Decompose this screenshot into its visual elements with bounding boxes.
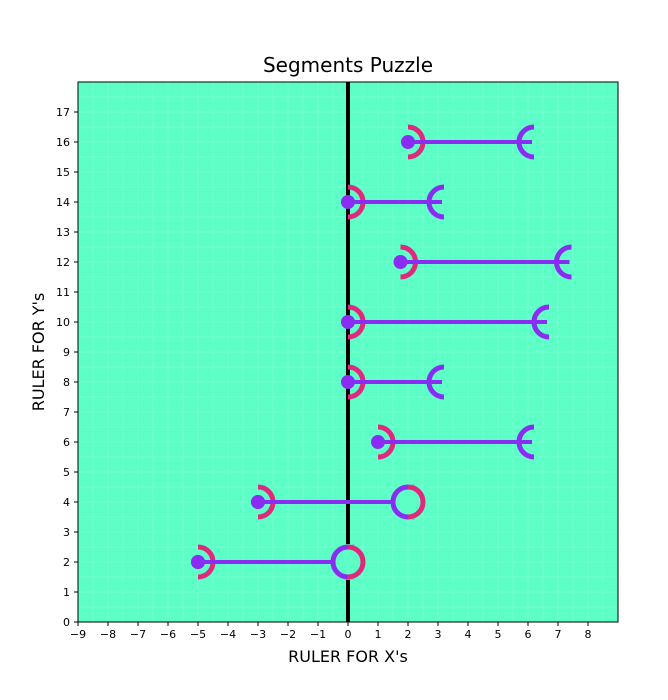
x-tick-label: −9 (70, 628, 86, 641)
y-tick-label: 8 (63, 376, 70, 389)
y-tick-label: 16 (56, 136, 70, 149)
y-tick-label: 5 (63, 466, 70, 479)
x-tick-label: 5 (495, 628, 502, 641)
segment-start-point (341, 195, 355, 209)
y-tick-label: 9 (63, 346, 70, 359)
x-tick-label: −6 (160, 628, 176, 641)
x-tick-label: 4 (465, 628, 472, 641)
y-tick-label: 7 (63, 406, 70, 419)
y-tick-label: 1 (63, 586, 70, 599)
y-tick-label: 3 (63, 526, 70, 539)
x-tick-label: −3 (250, 628, 266, 641)
x-tick-label: 0 (345, 628, 352, 641)
segment-end-ring-right (407, 484, 426, 520)
x-tick-label: 1 (375, 628, 382, 641)
y-tick-label: 12 (56, 256, 70, 269)
segment-start-point-overlay (251, 495, 265, 509)
y-tick-label: 13 (56, 226, 70, 239)
y-tick-label: 11 (56, 286, 70, 299)
plot-area: −9 −8 −7 −6 −5 −4 −3 −2 −1 0 1 2 3 4 5 6 7 80123456789101… (56, 81, 619, 641)
y-tick-label: 2 (63, 556, 70, 569)
x-tick-label: −1 (310, 628, 326, 641)
segment-start-point (371, 435, 385, 449)
chart-title: Segments Puzzle (263, 53, 433, 77)
y-tick-label: 0 (63, 616, 70, 629)
y-axis-title: RULER FOR Y's (29, 293, 48, 412)
y-tick-label: 17 (56, 106, 70, 119)
x-tick-label: −7 (130, 628, 146, 641)
x-tick-label: −5 (190, 628, 206, 641)
y-tick-label: 14 (56, 196, 70, 209)
segment-end-ring-left (330, 544, 349, 580)
x-tick-label: −4 (220, 628, 236, 641)
segment-start-point (341, 375, 355, 389)
y-tick-label: 10 (56, 316, 70, 329)
y-tick-label: 15 (56, 166, 70, 179)
x-tick-label: −2 (280, 628, 296, 641)
x-tick-label: 7 (555, 628, 562, 641)
x-axis-title: RULER FOR X's (288, 647, 408, 666)
segment-start-point (393, 255, 408, 269)
x-tick-label: 3 (435, 628, 442, 641)
x-tick-label: 6 (525, 628, 532, 641)
segment-end-ring-left (390, 484, 409, 520)
y-tick-label: 4 (63, 496, 70, 509)
segment-end-ring-right (347, 544, 366, 580)
x-tick-label: −8 (100, 628, 116, 641)
segment-start-point (401, 135, 415, 149)
segment-start-point (341, 315, 355, 329)
y-tick-label: 6 (63, 436, 70, 449)
segment-start-point-overlay (191, 555, 205, 569)
x-tick-label: 2 (405, 628, 412, 641)
x-tick-label: 8 (585, 628, 592, 641)
